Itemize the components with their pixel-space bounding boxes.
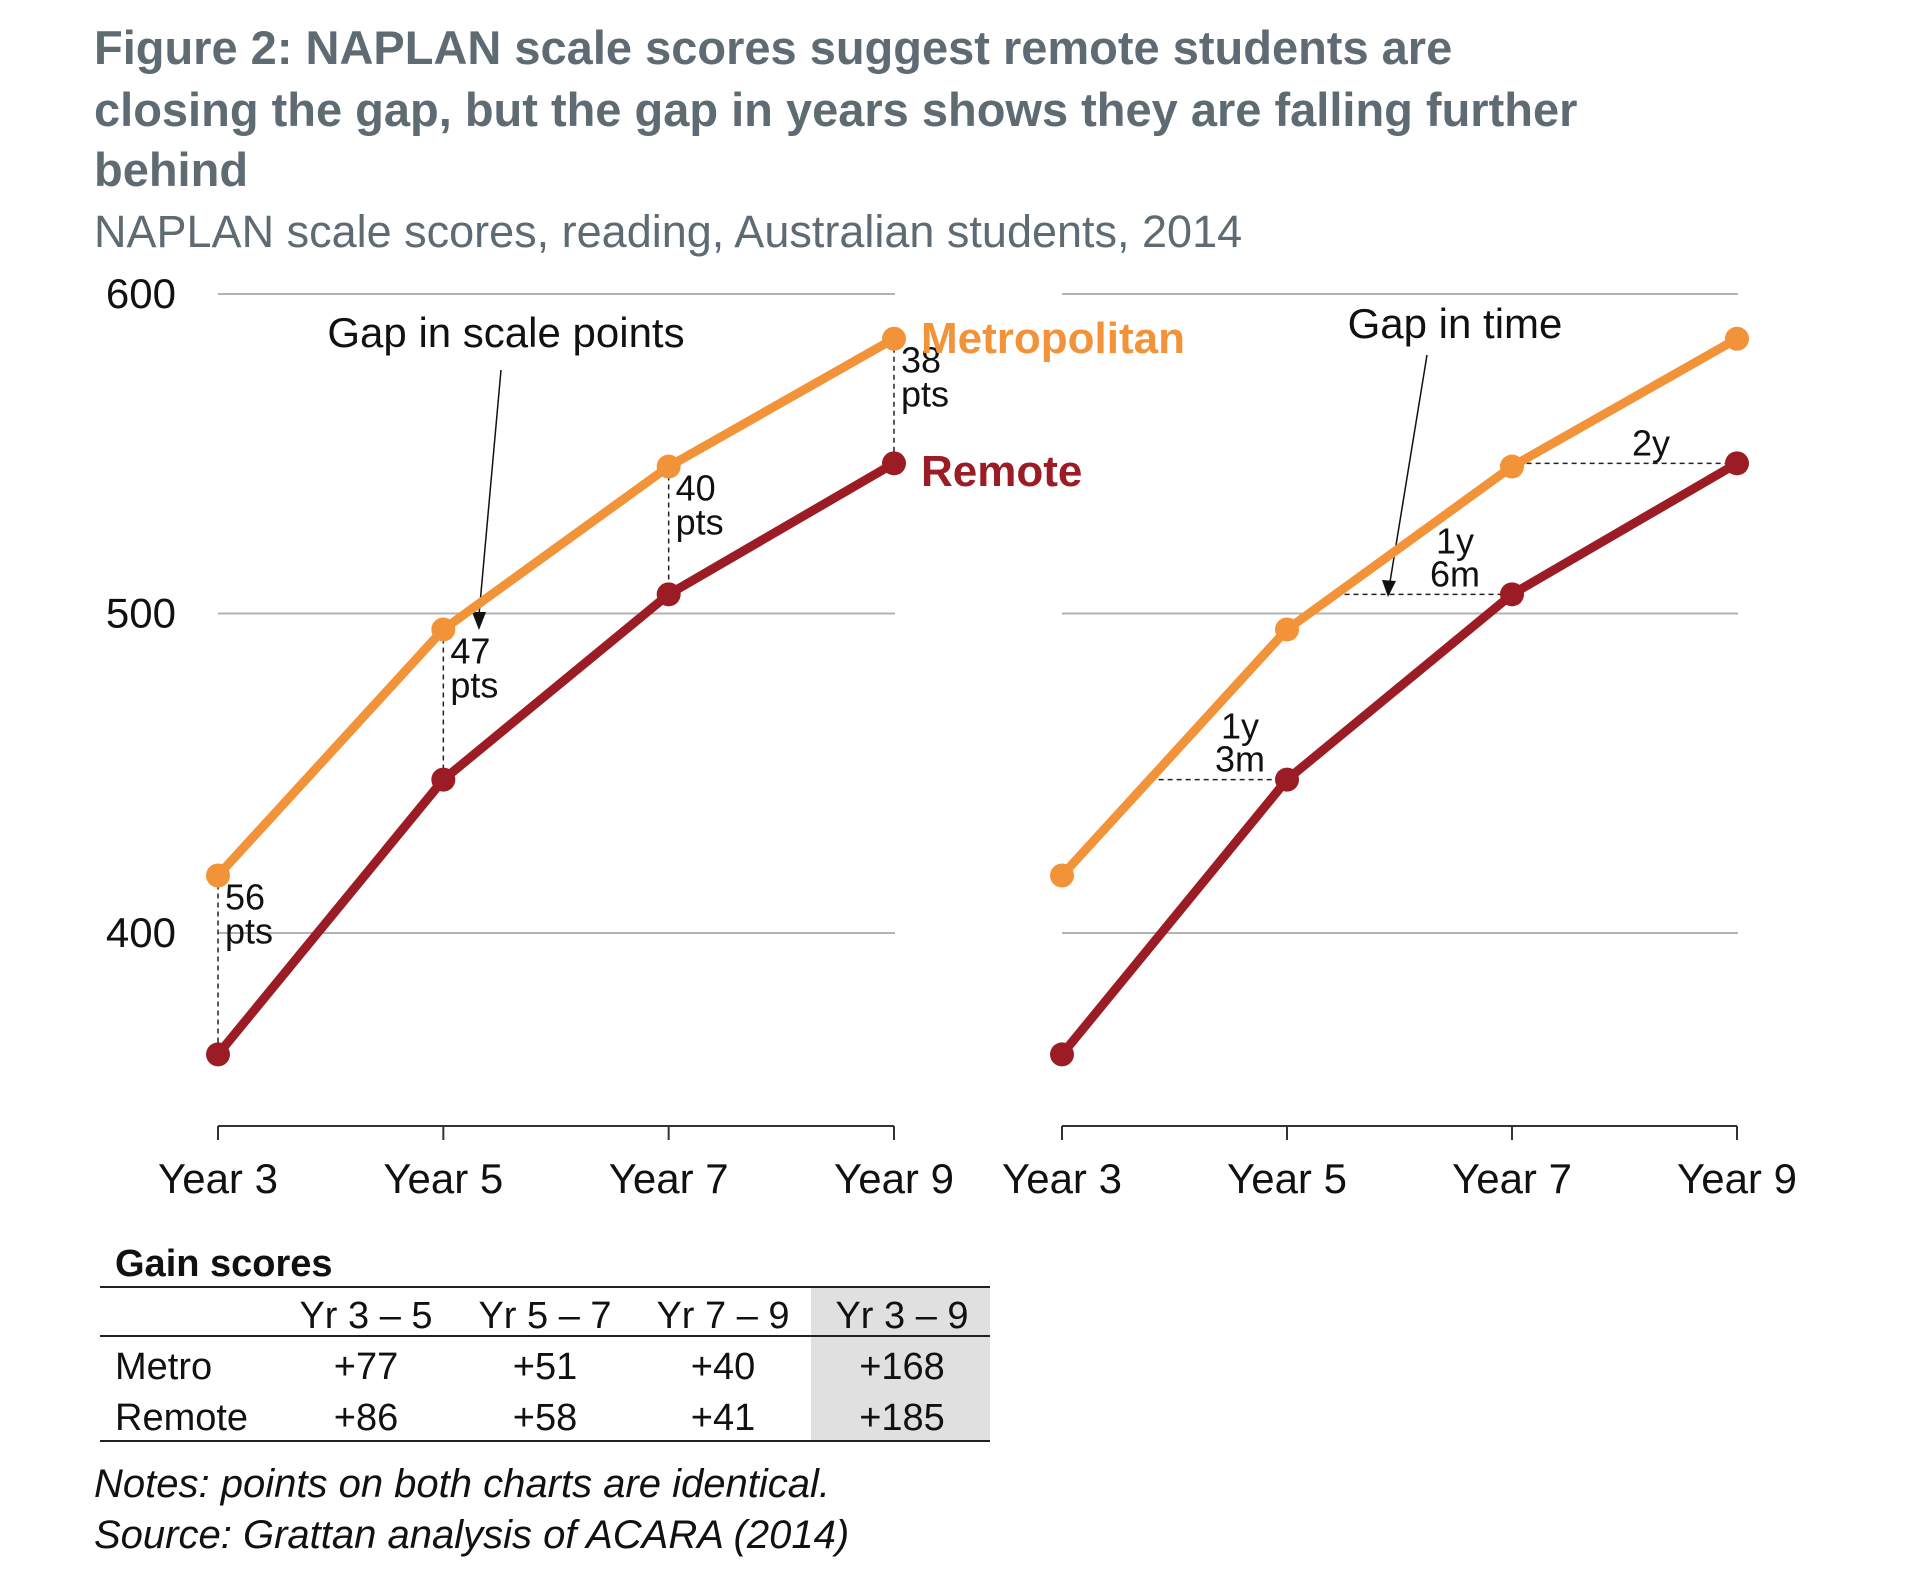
remote-point: [1275, 767, 1299, 792]
y-tick-label: 400: [106, 909, 176, 956]
remote-line: [1058, 459, 1740, 1058]
table-cell: +40: [691, 1346, 755, 1388]
gain-scores-table: Gain scores Yr 3 – 5 Yr 5 – 7 Yr 7 – 9 Y…: [100, 1243, 990, 1442]
gap-label: pts: [676, 502, 724, 543]
table-title: Gain scores: [115, 1243, 333, 1285]
annotation-arrow-line: [478, 369, 502, 616]
row-label: Metro: [115, 1346, 212, 1388]
title-line-3: behind: [94, 143, 248, 196]
notes: Notes: points on both charts are identic…: [94, 1462, 830, 1506]
table-header: Yr 5 – 7: [478, 1295, 611, 1337]
metropolitan-point: [206, 863, 230, 888]
table-highlight-column: [811, 1287, 990, 1441]
metropolitan-point: [1275, 617, 1299, 642]
gap-label: pts: [225, 910, 273, 951]
remote-point: [656, 582, 681, 607]
gridlines: [218, 293, 1738, 934]
table-cell: +51: [513, 1346, 577, 1388]
x-tick-label: Year 7: [609, 1155, 729, 1202]
legend-remote: Remote: [921, 447, 1082, 496]
right-annotation-title: Gap in time: [1348, 300, 1563, 347]
x-tick-label: Year 3: [1002, 1155, 1122, 1202]
x-tick-label: Year 5: [1227, 1155, 1347, 1202]
arrow-head-icon: [472, 612, 486, 630]
table-cell: +185: [859, 1397, 945, 1439]
x-tick-label: Year 9: [834, 1155, 954, 1202]
metropolitan-point: [1500, 454, 1524, 479]
gap-label: 1y: [1221, 706, 1259, 747]
metropolitan-point: [1725, 326, 1749, 351]
gap-label: 40: [676, 468, 716, 509]
y-tick-label: 500: [106, 590, 176, 637]
left-annotation-title: Gap in scale points: [327, 309, 684, 356]
table-row: Remote +86 +58 +41 +185: [115, 1397, 945, 1439]
x-tick-label: Year 3: [158, 1155, 278, 1202]
gap-label: pts: [901, 374, 949, 415]
row-label: Remote: [115, 1397, 248, 1439]
gap-label: 6m: [1430, 553, 1480, 594]
gap-label: 1y: [1436, 520, 1474, 561]
remote-line: [214, 459, 897, 1058]
y-axis-ticks: 600 500 400: [106, 270, 176, 956]
table-cell: +77: [334, 1346, 398, 1388]
x-tick-label: Year 9: [1677, 1155, 1797, 1202]
remote-point: [431, 767, 456, 792]
remote-point: [882, 451, 906, 476]
table-header: Yr 3 – 5: [299, 1295, 432, 1337]
x-tick-label: Year 7: [1452, 1155, 1572, 1202]
metropolitan-point: [656, 454, 681, 479]
title-line-2: closing the gap, but the gap in years sh…: [94, 83, 1577, 136]
subtitle: NAPLAN scale scores, reading, Australian…: [94, 206, 1242, 257]
table-header: Yr 3 – 9: [835, 1295, 968, 1337]
table-row: Metro +77 +51 +40 +168: [115, 1346, 945, 1388]
metropolitan-point: [1050, 863, 1074, 888]
legend-metropolitan: Metropolitan: [921, 314, 1185, 363]
y-tick-label: 600: [106, 270, 176, 317]
table-cell: +58: [513, 1397, 577, 1439]
metropolitan-point: [882, 326, 906, 351]
remote-point: [1725, 451, 1749, 476]
x-tick-label: Year 5: [383, 1155, 503, 1202]
table-cell: +168: [859, 1346, 945, 1388]
metropolitan-point: [431, 617, 456, 642]
metropolitan-line: [214, 334, 897, 879]
x-axes: Year 3 Year 5 Year 7 Year 9 Year 3 Year 5 Year…: [158, 1125, 1797, 1202]
title-line-1: Figure 2: NAPLAN scale scores suggest re…: [94, 21, 1452, 74]
gap-label: 56: [225, 876, 265, 917]
table-cell: +41: [691, 1397, 755, 1439]
remote-point: [1500, 582, 1524, 607]
metropolitan-line: [1058, 334, 1740, 879]
series: [206, 326, 1749, 1067]
gap-label: 47: [450, 630, 490, 671]
remote-point: [206, 1042, 230, 1067]
source: Source: Grattan analysis of ACARA (2014): [94, 1513, 849, 1557]
arrow-head-icon: [1382, 580, 1396, 597]
remote-point: [1050, 1042, 1074, 1067]
table-header: Yr 7 – 9: [656, 1295, 789, 1337]
table-cell: +86: [334, 1397, 398, 1439]
gap-label: 3m: [1215, 739, 1265, 780]
gap-label: 2y: [1632, 422, 1670, 463]
annotation-arrow-line: [1389, 354, 1428, 583]
gap-label: pts: [450, 664, 498, 705]
gap-label: 38: [901, 340, 941, 381]
